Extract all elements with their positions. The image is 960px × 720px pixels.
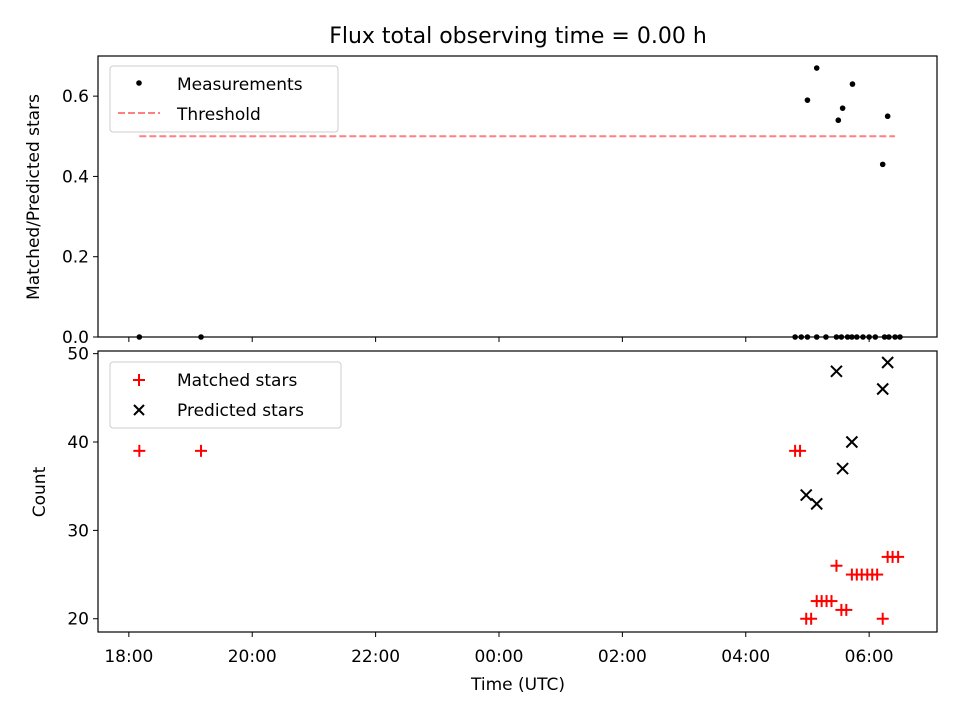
measurement-point (879, 161, 886, 168)
x-tick-label: 22:00 (351, 647, 400, 667)
measurement-point (839, 105, 846, 111)
predicted-star-point (845, 435, 859, 449)
predicted-star-point (830, 365, 843, 378)
measurement-point (835, 117, 842, 124)
matched-star-point (133, 444, 146, 457)
bottom-axes-frame (97, 350, 938, 633)
x-axis-label: Time (UTC) (470, 675, 565, 695)
matched-star-point (892, 550, 905, 563)
bottom-y-ticks: 20 30 40 50 (67, 345, 98, 630)
top-legend-box (109, 65, 339, 133)
matched-star-point (830, 559, 843, 572)
matched-star-point (805, 612, 818, 625)
top-y-tick-label: 0.0 (62, 328, 89, 348)
matched-star-point (871, 568, 884, 581)
x-tick-label: 18:00 (104, 647, 153, 667)
bottom-y-axis-label: Count (30, 466, 50, 517)
matched-star-point (794, 444, 807, 457)
bottom-legend-box (109, 361, 342, 429)
bottom-y-tick-label: 40 (67, 433, 89, 453)
bottom-legend: Matched stars Predicted stars (109, 361, 342, 429)
legend-predicted-label: Predicted stars (177, 401, 304, 421)
bottom-y-tick-label: 30 (67, 521, 89, 541)
matched-star-point (876, 612, 889, 625)
measurement-point (849, 81, 856, 87)
measurement-point (813, 65, 820, 71)
x-tick-label: 02:00 (598, 647, 647, 667)
legend-matched-marker (133, 374, 145, 386)
legend-threshold-label: Threshold (176, 105, 261, 125)
predicted-star-point (876, 382, 889, 396)
top-panel: 0.0 0.2 0.4 0.6 Matched/Predicted stars Mea… (24, 55, 938, 348)
predicted-star-point (836, 462, 849, 475)
top-y-ticks: 0.0 0.2 0.4 0.6 (62, 87, 98, 348)
matched-star-point (825, 595, 838, 608)
top-y-axis-label: Matched/Predicted stars (24, 94, 44, 300)
top-legend: Measurements Threshold (109, 65, 339, 133)
top-x-ticks (128, 337, 870, 342)
top-y-tick-label: 0.6 (62, 87, 89, 107)
bottom-x-ticks: 18:00 20:00 22:00 00:00 02:00 04:00 06:00 (104, 632, 894, 667)
legend-measurements-label: Measurements (177, 75, 303, 95)
predicted-star-point (800, 488, 813, 502)
matched-star-point (840, 603, 853, 616)
bottom-plot-marks (133, 356, 905, 625)
bottom-y-tick-label: 20 (67, 610, 89, 630)
legend-matched-label: Matched stars (177, 371, 297, 391)
measurement-point (804, 97, 811, 103)
matched-star-point (195, 444, 208, 457)
x-tick-label: 00:00 (474, 647, 523, 667)
bottom-panel: 20 30 40 50 18:00 20:00 22:00 00:00 02:00 04:00 0… (30, 345, 938, 695)
legend-predicted-marker (133, 404, 145, 416)
predicted-star-point (810, 497, 823, 511)
x-tick-label: 04:00 (721, 647, 770, 667)
top-axes-frame (97, 55, 938, 338)
x-tick-label: 20:00 (228, 647, 277, 667)
measurement-point (884, 113, 891, 120)
x-tick-label: 06:00 (845, 647, 894, 667)
legend-measurements-marker (136, 80, 142, 86)
bottom-y-tick-label: 50 (67, 345, 89, 365)
top-y-tick-label: 0.2 (62, 248, 89, 268)
predicted-star-point (881, 356, 894, 369)
chart-title: Flux total observing time = 0.00 h (329, 24, 707, 49)
top-y-tick-label: 0.4 (62, 167, 89, 187)
